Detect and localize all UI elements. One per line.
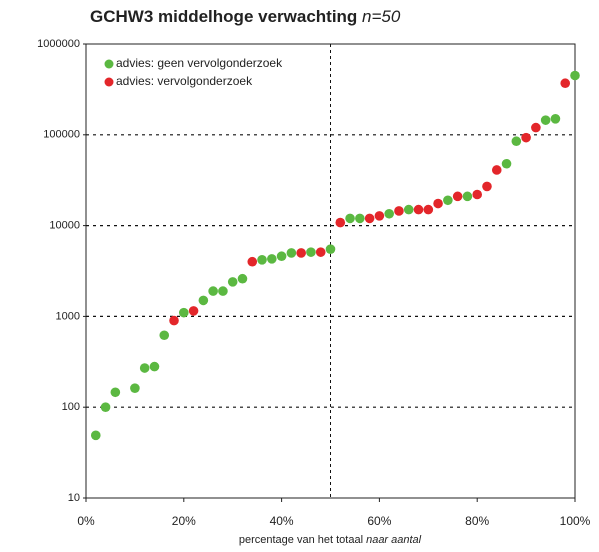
point [423, 204, 434, 215]
point [433, 198, 443, 209]
point [257, 255, 267, 265]
point [247, 256, 258, 267]
x-label: percentage van het totaal [239, 534, 363, 546]
point [276, 251, 287, 262]
point [550, 114, 561, 124]
legend-marker [104, 77, 114, 87]
point [198, 295, 209, 306]
point [315, 247, 326, 257]
point [130, 383, 140, 393]
point [501, 158, 512, 169]
point [364, 213, 375, 224]
x-tick-label: 80% [465, 514, 489, 528]
legend-marker [104, 59, 114, 69]
point [521, 132, 531, 143]
point [286, 248, 297, 258]
point [139, 363, 150, 373]
point [570, 70, 580, 81]
point [443, 195, 453, 206]
point [335, 217, 346, 228]
y-tick-label: 10 [68, 492, 80, 504]
title: GCHW3 middelhoge verwachting [90, 7, 357, 26]
point [188, 306, 199, 316]
point [374, 211, 385, 221]
point [218, 286, 228, 296]
y-tick-label: 1000000 [37, 38, 80, 50]
subtitle: n=50 [362, 7, 401, 26]
y-tick-label: 10000 [49, 220, 80, 232]
point [462, 191, 473, 202]
point [227, 277, 238, 287]
point [100, 402, 111, 413]
point [482, 181, 492, 192]
point [491, 165, 502, 175]
point [149, 361, 160, 372]
point [413, 204, 424, 215]
y-tick-label: 100 [62, 401, 80, 413]
point [267, 254, 277, 264]
point [403, 204, 414, 215]
x-label-suffix: naar aantal [366, 534, 422, 546]
point [325, 244, 336, 254]
point [472, 189, 483, 200]
point [90, 430, 101, 441]
point [511, 136, 522, 147]
point [237, 273, 248, 284]
point [345, 213, 355, 224]
legend-label: advies: geen vervolgonderzoek [116, 56, 283, 70]
point [540, 115, 551, 125]
x-tick-label: 100% [560, 514, 591, 528]
x-axis-label: percentage van het totaal naar aantal [239, 534, 422, 546]
legend-label: advies: vervolgonderzoek [116, 74, 253, 88]
x-tick-label: 0% [77, 514, 95, 528]
chart-title: GCHW3 middelhoge verwachting n=50 [90, 7, 401, 26]
point [159, 330, 170, 341]
x-tick-label: 20% [172, 514, 196, 528]
point [394, 206, 404, 216]
point [355, 213, 365, 224]
x-tick-label: 40% [270, 514, 294, 528]
x-tick-label: 60% [367, 514, 391, 528]
point [560, 78, 571, 89]
point [208, 286, 218, 296]
point [179, 307, 189, 318]
point [452, 191, 463, 202]
point [384, 208, 394, 219]
point [306, 247, 316, 257]
point [531, 122, 541, 133]
point [296, 248, 306, 258]
point [169, 315, 179, 326]
point [110, 387, 121, 398]
y-tick-label: 100000 [43, 129, 80, 141]
y-tick-label: 1000 [56, 310, 80, 322]
